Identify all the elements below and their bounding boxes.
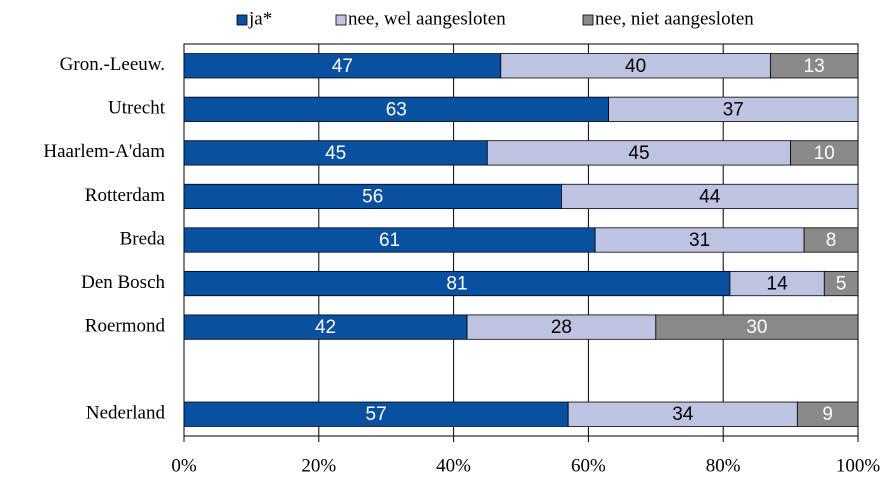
x-tick-label: 40% xyxy=(436,455,471,476)
data-label: 10 xyxy=(814,143,835,164)
data-label: 34 xyxy=(672,404,694,425)
data-label: 44 xyxy=(699,186,721,207)
y-tick-label: Breda xyxy=(120,228,166,249)
bar-segment xyxy=(183,183,562,210)
bar-segment xyxy=(486,140,791,166)
data-label: 47 xyxy=(332,56,353,77)
data-label: 13 xyxy=(804,56,825,77)
legend-label: nee, wel aangesloten xyxy=(348,8,506,29)
bar-segment xyxy=(466,314,657,340)
bar-segment xyxy=(608,96,859,122)
data-label: 57 xyxy=(366,404,387,425)
data-label: 63 xyxy=(386,99,407,120)
x-tick-label: 0% xyxy=(171,455,197,476)
bar-segment xyxy=(183,53,502,79)
legend-label: ja* xyxy=(248,8,272,29)
bar-segment xyxy=(796,401,859,427)
bar-segment xyxy=(567,401,798,427)
bar-segment xyxy=(500,53,771,79)
x-tick-label: 100% xyxy=(836,455,881,476)
y-tick-label: Gron.-Leeuw. xyxy=(60,54,165,75)
legend-swatch xyxy=(236,14,248,26)
data-label: 28 xyxy=(551,317,572,338)
data-label: 40 xyxy=(625,56,646,77)
bar-segment xyxy=(183,270,731,297)
bar-segment xyxy=(594,227,805,253)
y-tick-label: Haarlem-A'dam xyxy=(43,141,165,162)
data-label: 37 xyxy=(723,99,744,120)
y-tick-label: Rotterdam xyxy=(85,185,165,206)
legend-label: nee, niet aangesloten xyxy=(595,8,754,29)
x-tick-label: 20% xyxy=(301,455,336,476)
data-label: 81 xyxy=(446,274,467,295)
data-label: 31 xyxy=(689,230,710,251)
bar-segment xyxy=(823,270,859,297)
legend-swatch xyxy=(582,14,594,26)
bar-segment xyxy=(183,314,468,340)
data-label: 45 xyxy=(325,143,346,164)
y-tick-label: Den Bosch xyxy=(81,272,165,293)
bar-segment xyxy=(803,227,859,253)
x-tick-label: 80% xyxy=(706,455,741,476)
data-label: 9 xyxy=(822,404,833,425)
bar-segment xyxy=(561,183,859,210)
data-label: 42 xyxy=(315,317,336,338)
data-label: 8 xyxy=(826,230,837,251)
bar-segment xyxy=(183,140,488,166)
data-label: 56 xyxy=(362,186,383,207)
bar-segment xyxy=(183,401,569,427)
x-tick-label: 60% xyxy=(571,455,606,476)
legend-swatch xyxy=(335,14,347,26)
bar-segment xyxy=(769,53,859,79)
data-label: 45 xyxy=(628,143,649,164)
data-label: 61 xyxy=(379,230,400,251)
data-label: 14 xyxy=(767,274,789,295)
y-tick-label: Nederland xyxy=(86,403,166,424)
y-tick-label: Utrecht xyxy=(108,98,166,119)
bar-segment xyxy=(183,96,610,122)
bar-segment xyxy=(790,140,859,166)
data-label: 30 xyxy=(746,317,767,338)
bar-segment xyxy=(655,314,859,340)
bar-segment xyxy=(729,270,825,297)
data-label: 5 xyxy=(836,274,847,295)
y-tick-label: Roermond xyxy=(85,315,166,336)
